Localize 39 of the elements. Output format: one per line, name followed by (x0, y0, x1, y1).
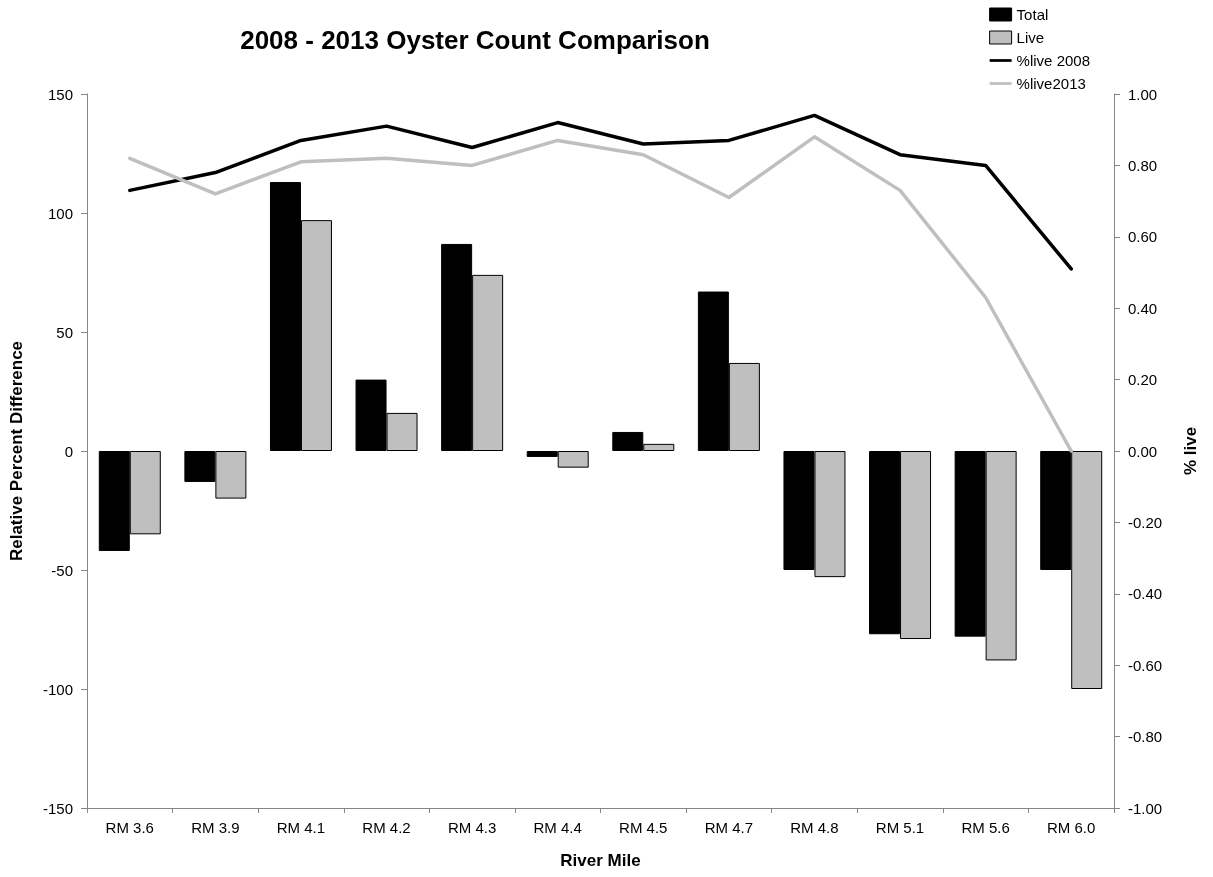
y2-tick-label: -0.80 (1128, 728, 1163, 746)
y-tick-label: 100 (47, 204, 73, 222)
y-tick-label: 150 (47, 85, 73, 103)
y-tick-label: -100 (42, 680, 73, 698)
legend-label: Live (1016, 29, 1045, 46)
x-axis-title: River Mile (560, 851, 641, 870)
y2-tick-label: 1.00 (1128, 85, 1158, 103)
y2-tick-label: -0.40 (1128, 585, 1163, 603)
legend-label: %live 2008 (1016, 52, 1091, 69)
x-tick-label: RM 4.3 (447, 819, 497, 836)
y2-tick-label: 0.00 (1128, 442, 1158, 460)
y-tick-label: -50 (51, 561, 73, 579)
x-tick-label: RM 4.1 (276, 819, 326, 836)
y2-tick-label: 0.20 (1128, 371, 1158, 389)
line-series (128, 113, 1073, 271)
y-tick-label: 50 (56, 323, 73, 341)
y2-tick-label: -1.00 (1128, 799, 1163, 817)
legend-label: Total (1016, 6, 1049, 23)
x-tick-label: RM 4.5 (619, 819, 668, 836)
y2-tick-label: -0.60 (1128, 656, 1163, 674)
y2-axis-title: % live (1181, 426, 1200, 476)
y-tick-label: 0 (64, 442, 73, 460)
x-tick-label: RM 4.4 (533, 819, 582, 836)
y-axis-title: Relative Percent Difference (7, 340, 26, 562)
x-tick-label: RM 4.8 (790, 819, 839, 836)
x-tick-label: RM 4.2 (362, 819, 411, 836)
chart-title: 2008 - 2013 Oyster Count Comparison (240, 25, 710, 55)
y2-tick-label: 0.80 (1128, 156, 1158, 174)
y-tick-label: -150 (42, 799, 73, 817)
x-tick-label: RM 5.1 (875, 819, 925, 836)
x-tick-label: RM 3.9 (191, 819, 240, 836)
x-tick-label: RM 6.0 (1047, 819, 1096, 836)
x-tick-label: RM 4.7 (704, 819, 754, 836)
y2-tick-label: 0.60 (1128, 228, 1158, 246)
legend-label: %live2013 (1016, 75, 1086, 92)
x-tick-label: RM 3.6 (105, 819, 154, 836)
y2-tick-label: -0.20 (1128, 513, 1163, 531)
x-tick-label: RM 5.6 (961, 819, 1010, 836)
y2-tick-label: 0.40 (1128, 299, 1158, 317)
